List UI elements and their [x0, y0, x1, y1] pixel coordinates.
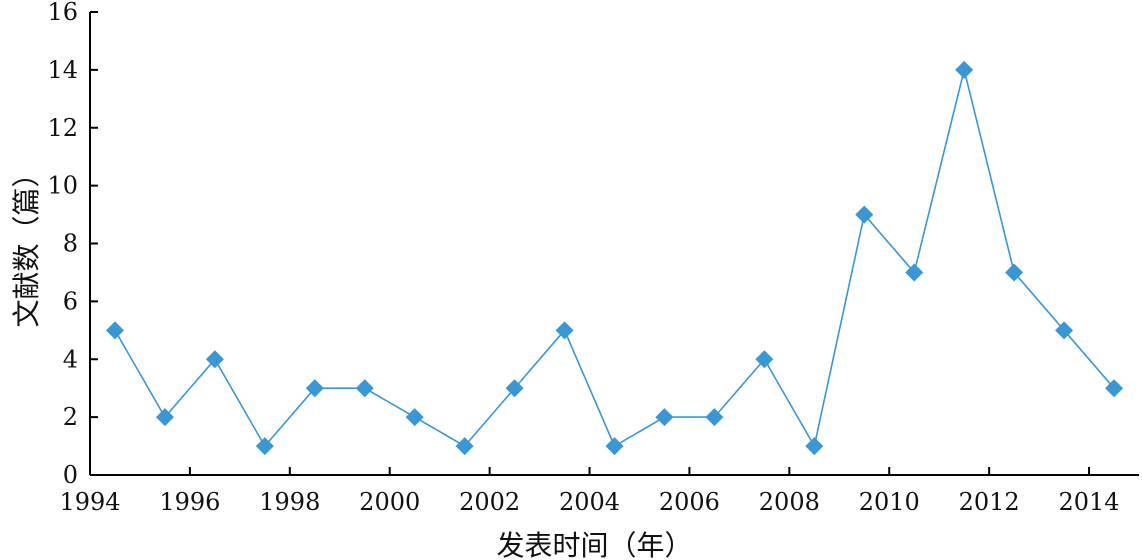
x-tick-label: 2004 — [559, 488, 620, 516]
data-point-marker — [505, 379, 524, 398]
data-point-marker — [305, 379, 324, 398]
data-point-marker — [1005, 263, 1024, 282]
y-tick-label: 10 — [47, 172, 78, 200]
x-tick-label: 1998 — [259, 488, 320, 516]
data-markers — [105, 60, 1124, 456]
x-tick-label: 2000 — [359, 488, 420, 516]
data-point-marker — [805, 437, 824, 456]
y-tick-label: 8 — [63, 230, 78, 258]
y-tick-label: 12 — [47, 114, 78, 142]
data-point-marker — [605, 437, 624, 456]
y-ticks: 0 2 4 6 8 10 12 14 16 — [47, 0, 98, 489]
x-tick-label: 2014 — [1059, 488, 1120, 516]
data-point-marker — [555, 321, 574, 340]
data-point-marker — [405, 408, 424, 427]
data-point-marker — [455, 437, 474, 456]
x-tick-label: 1996 — [159, 488, 220, 516]
y-tick-label: 6 — [63, 287, 78, 315]
data-point-marker — [355, 379, 374, 398]
data-point-marker — [655, 408, 674, 427]
y-tick-label: 0 — [63, 461, 78, 489]
data-point-marker — [1105, 379, 1124, 398]
y-tick-label: 14 — [47, 56, 78, 84]
data-point-marker — [1055, 321, 1074, 340]
data-point-marker — [755, 350, 774, 369]
y-tick-label: 2 — [63, 403, 78, 431]
x-axis-title: 发表时间（年） — [496, 529, 692, 560]
x-ticks: 1994 1996 1998 2000 2002 2004 2006 2008 2010 2012… — [59, 467, 1120, 516]
x-tick-label: 2010 — [859, 488, 920, 516]
axes — [89, 12, 1139, 476]
y-tick-label: 16 — [47, 0, 78, 26]
data-point-marker — [705, 408, 724, 427]
x-tick-label: 1994 — [59, 488, 120, 516]
data-point-marker — [955, 60, 974, 79]
data-point-marker — [905, 263, 924, 282]
data-point-marker — [205, 350, 224, 369]
data-point-marker — [855, 205, 874, 224]
y-axis-title: 文献数（篇） — [10, 159, 43, 327]
x-tick-label: 2012 — [959, 488, 1020, 516]
y-tick-label: 4 — [63, 345, 78, 373]
data-point-marker — [255, 437, 274, 456]
series-line — [114, 69, 1115, 449]
x-tick-label: 2006 — [659, 488, 720, 516]
x-tick-label: 2008 — [759, 488, 820, 516]
data-point-marker — [105, 321, 124, 340]
x-tick-label: 2002 — [459, 488, 520, 516]
data-point-marker — [155, 408, 174, 427]
